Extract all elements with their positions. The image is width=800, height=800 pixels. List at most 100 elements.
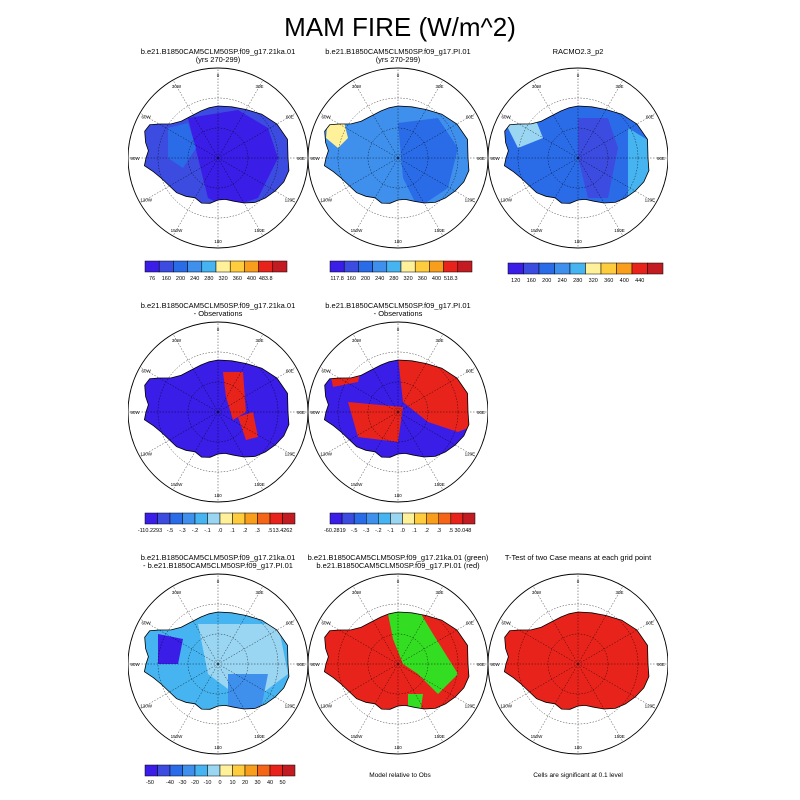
panel-title: b.e21.B1850CAM5CLM50SP.f09_g17.21ka.01- … <box>108 302 328 318</box>
longitude-label: 60E <box>466 621 474 626</box>
map-boundary <box>128 573 308 755</box>
polar-grid <box>308 574 488 754</box>
colorbar-label: -30 <box>179 780 187 786</box>
longitude-label: 120W <box>500 704 513 709</box>
map-boundary <box>128 67 308 249</box>
colorbar-swatch <box>438 512 452 525</box>
map-region-low <box>188 110 278 204</box>
polar-map: 0 30E 60E 90E 120E 150E 180 150W 120W 90W 60W 30W <box>308 67 488 249</box>
longitude-label: 0 <box>397 579 400 584</box>
colorbar-label: 360 <box>418 276 427 282</box>
colorbar-swatch <box>600 262 617 275</box>
map-region-low <box>578 118 618 198</box>
longitude-label: 180 <box>214 745 222 750</box>
colorbar-swatch <box>182 764 196 777</box>
colorbar-swatch <box>569 262 586 275</box>
colorbar-label: 120 <box>511 278 520 284</box>
polar-map: 0 30E 60E 90E 120E 150E 180 150W 120W 90W 60W 30W <box>128 321 308 503</box>
colorbar-label: 0 <box>218 780 221 786</box>
colorbar-swatch <box>426 512 439 525</box>
colorbar-label: .1 <box>412 528 417 534</box>
colorbar-swatch <box>229 260 245 273</box>
longitude-label: 150W <box>171 228 184 233</box>
colorbar-label: 240 <box>558 278 567 284</box>
panel-title-line: T-Test of two Case means at each grid po… <box>504 553 652 562</box>
longitude-label: 60E <box>466 115 474 120</box>
longitude-label: 150W <box>351 482 364 487</box>
longitude-label: 60W <box>141 621 151 626</box>
colorbar-swatch <box>173 260 188 273</box>
longitude-label: 120W <box>140 704 153 709</box>
longitude-label: 150W <box>171 482 184 487</box>
colorbar-label: 200 <box>542 278 551 284</box>
polar-map: 0 30E 60E 90E 120E 150E 180 150W 120W 90W 60W 30W <box>308 573 488 755</box>
colorbar-label: .3 <box>436 528 441 534</box>
longitude-label: 60W <box>321 621 331 626</box>
polar-map: 0 30E 60E 90E 120E 150E 180 150W 120W 90W 60W 30W <box>128 573 308 755</box>
map-panel-p31: b.e21.B1850CAM5CLM50SP.f09_g17.21ka.01- … <box>128 554 308 764</box>
colorbar: 117.8 160 200 240 280 320 360 400 518.3 <box>320 260 482 289</box>
panel-title: T-Test of two Case means at each grid po… <box>468 554 688 562</box>
longitude-label: 120E <box>645 704 656 709</box>
longitude-label: 30E <box>255 338 263 343</box>
colorbar-swatch <box>554 262 571 275</box>
colorbar-label: -60.2819 <box>324 528 346 534</box>
longitude-label: 90E <box>657 662 665 667</box>
polar-map: 0 30E 60E 90E 120E 150E 180 150W 120W 90W 60W 30W <box>488 67 668 249</box>
colorbar-swatch <box>343 260 359 273</box>
colorbar-label: 160 <box>347 276 356 282</box>
longitude-label: 150W <box>351 734 364 739</box>
colorbar-swatch <box>169 512 183 525</box>
colorbar-label: 320 <box>589 278 598 284</box>
map-panel-p33: T-Test of two Case means at each grid po… <box>488 554 668 764</box>
colorbar-label: 320 <box>219 276 228 282</box>
longitude-label: 60W <box>321 115 331 120</box>
longitude-label: 30E <box>435 84 443 89</box>
longitude-label: 30E <box>255 590 263 595</box>
longitude-label: 180 <box>394 493 402 498</box>
polar-grid <box>128 68 308 248</box>
longitude-label: 180 <box>394 745 402 750</box>
longitude-label: 90W <box>310 156 320 161</box>
map-boundary <box>488 67 668 249</box>
longitude-label: 180 <box>214 493 222 498</box>
panel-title: b.e21.B1850CAM5CLM50SP.f09_g17.21ka.01- … <box>108 554 328 570</box>
colorbar-swatch <box>257 764 271 777</box>
colorbar: -60.2819 -.5 -.3 -.2 -.1 .0 .1 .2 .3 .5 30.048 <box>320 512 485 541</box>
colorbar-label: 400 <box>432 276 441 282</box>
longitude-label: 0 <box>397 327 400 332</box>
longitude-label: 150W <box>171 734 184 739</box>
colorbar-swatch <box>187 260 203 273</box>
panel-title-line: (yrs 270-299) <box>195 55 241 64</box>
colorbar-swatch <box>219 512 233 525</box>
colorbar-swatch <box>194 512 208 525</box>
colorbar-label: -.3 <box>179 528 185 534</box>
longitude-label: 180 <box>214 239 222 244</box>
colorbar-swatch <box>358 260 373 273</box>
longitude-label: 150E <box>434 482 445 487</box>
colorbar-swatch <box>329 512 343 525</box>
colorbar-swatch <box>462 512 476 525</box>
colorbar-label: 160 <box>162 276 171 282</box>
colorbar-label: -10 <box>204 780 212 786</box>
longitude-label: 30E <box>615 590 623 595</box>
longitude-label: 60E <box>286 115 294 120</box>
colorbar-label: 13.4262 <box>273 528 293 534</box>
colorbar-swatch <box>372 260 388 273</box>
longitude-label: 150E <box>434 228 445 233</box>
longitude-label: 120E <box>285 704 296 709</box>
colorbar-label: .3 <box>255 528 260 534</box>
colorbar-label: 440 <box>635 278 644 284</box>
longitude-label: 150E <box>254 228 265 233</box>
colorbar-swatch <box>329 260 345 273</box>
colorbar-label: 360 <box>604 278 613 284</box>
polar-grid <box>308 322 488 502</box>
longitude-label: 120W <box>320 198 333 203</box>
map-boundary <box>488 573 668 755</box>
polar-grid <box>488 68 668 248</box>
longitude-label: 0 <box>217 73 220 78</box>
colorbar-label: .2 <box>243 528 248 534</box>
page-title: MAM FIRE (W/m^2) <box>284 12 516 42</box>
panel-title-line: (yrs 270-299) <box>375 55 421 64</box>
longitude-label: 90W <box>310 410 320 415</box>
